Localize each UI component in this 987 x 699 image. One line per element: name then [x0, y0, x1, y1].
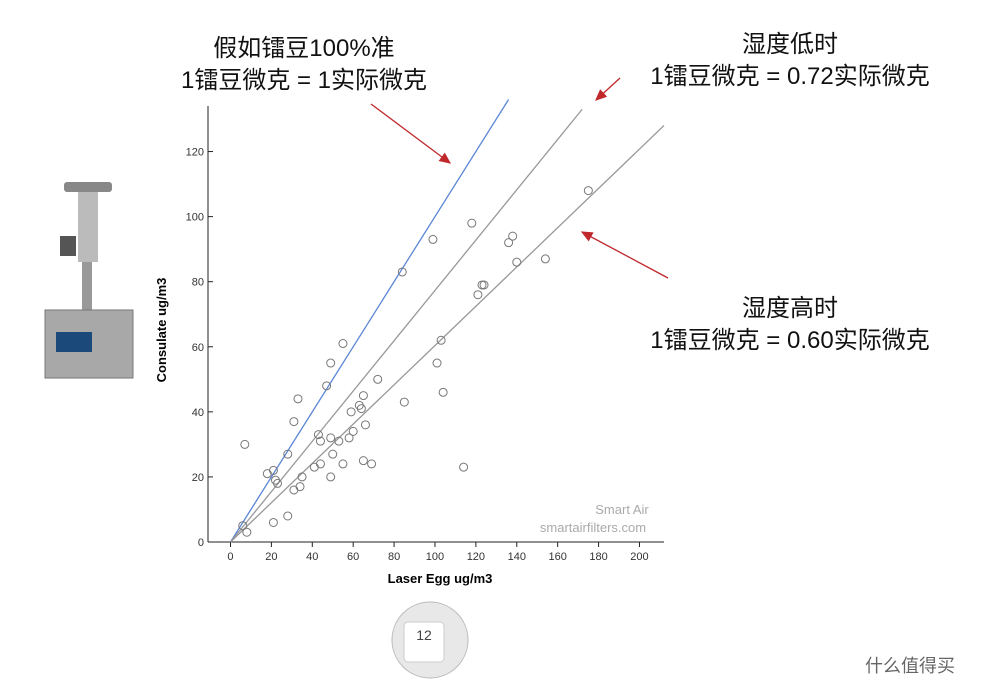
point [399, 397, 409, 407]
y-tick-label: 60 [192, 342, 204, 354]
point [473, 290, 483, 300]
point [283, 511, 293, 521]
point [479, 280, 489, 290]
point [360, 420, 370, 430]
laser-egg-device: 12 [391, 601, 469, 679]
x-tick-label: 0 [227, 551, 233, 563]
x-tick-label: 100 [426, 551, 444, 563]
annotation: 1镭豆微克 = 0.60实际微克 [650, 327, 929, 354]
watermark: 什么值得买 [865, 656, 955, 676]
x-tick-label: 180 [589, 551, 607, 563]
point [289, 417, 299, 427]
point [268, 517, 278, 527]
y-axis-label: Consulate ug/m3 [154, 278, 169, 383]
point [289, 485, 299, 495]
x-tick-label: 80 [388, 551, 400, 563]
point [459, 462, 469, 472]
point [240, 439, 250, 449]
point [356, 404, 366, 414]
point [283, 449, 293, 459]
point [504, 238, 514, 248]
arrow [580, 231, 669, 279]
point [432, 358, 442, 368]
x-tick-label: 60 [347, 551, 359, 563]
point [373, 374, 383, 384]
annotation: 假如镭豆100%准 [213, 35, 394, 62]
point [293, 394, 303, 404]
point [583, 186, 593, 196]
point [273, 478, 283, 488]
point [313, 430, 323, 440]
point [238, 521, 248, 531]
point [477, 280, 487, 290]
point [328, 449, 338, 459]
point [367, 459, 377, 469]
annotation: 湿度低时 [742, 31, 838, 58]
point [512, 257, 522, 267]
x-tick-label: 120 [467, 551, 485, 563]
fit-line [229, 108, 583, 543]
point [346, 407, 356, 417]
fit-line [229, 99, 510, 543]
point [326, 472, 336, 482]
annotation: 1镭豆微克 = 0.72实际微克 [650, 63, 929, 90]
y-tick-label: 80 [192, 277, 204, 289]
point [338, 459, 348, 469]
x-tick-label: 20 [265, 551, 277, 563]
point [358, 456, 368, 466]
x-tick-label: 160 [548, 551, 566, 563]
point [322, 381, 332, 391]
point [467, 218, 477, 228]
point [508, 231, 518, 241]
monitor-device [44, 182, 134, 379]
x-tick-label: 200 [630, 551, 648, 563]
point [326, 358, 336, 368]
arrow [370, 103, 452, 164]
point [295, 482, 305, 492]
point [436, 335, 446, 345]
point [344, 433, 354, 443]
x-axis-label: Laser Egg ug/m3 [388, 571, 493, 586]
point [268, 465, 278, 475]
point [540, 254, 550, 264]
point [262, 469, 272, 479]
y-tick-label: 0 [198, 537, 204, 549]
point [397, 267, 407, 277]
point [428, 234, 438, 244]
y-tick-label: 20 [192, 472, 204, 484]
point [315, 459, 325, 469]
point [326, 433, 336, 443]
point [242, 527, 252, 537]
x-tick-label: 140 [508, 551, 526, 563]
arrow [595, 77, 621, 101]
y-tick-label: 40 [192, 407, 204, 419]
point [348, 426, 358, 436]
point [358, 391, 368, 401]
point [297, 472, 307, 482]
point [334, 436, 344, 446]
y-tick-label: 100 [186, 212, 204, 224]
credit: smartairfilters.com [540, 520, 646, 535]
x-tick-label: 40 [306, 551, 318, 563]
annotation: 1镭豆微克 = 1实际微克 [181, 67, 427, 94]
svg-text:12: 12 [416, 627, 432, 643]
point [309, 462, 319, 472]
credit: Smart Air [595, 502, 649, 517]
fit-line [230, 125, 665, 543]
point [438, 387, 448, 397]
y-tick-label: 120 [186, 147, 204, 159]
annotation: 湿度高时 [742, 295, 838, 322]
point [315, 436, 325, 446]
point [338, 339, 348, 349]
